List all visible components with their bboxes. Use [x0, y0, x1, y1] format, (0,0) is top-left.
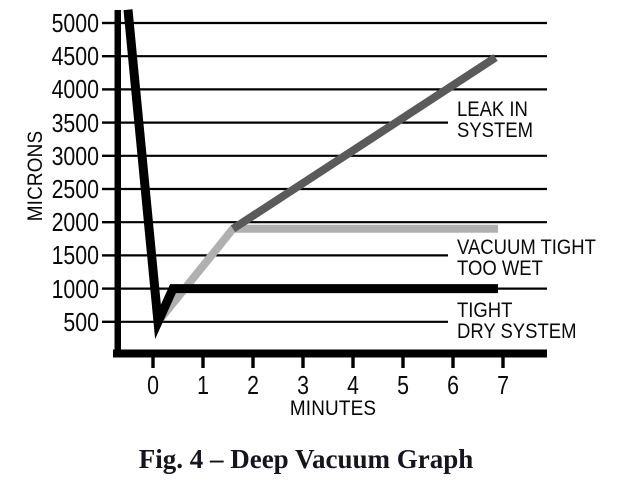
- x-tick-7: [501, 357, 505, 368]
- series-label-line: LEAK IN: [457, 98, 528, 121]
- chart-canvas: [102, 9, 547, 368]
- y-tick-label-4500: 4500: [51, 41, 99, 72]
- figure-caption: Fig. 4 – Deep Vacuum Graph: [138, 444, 474, 474]
- x-axis-line: [113, 349, 547, 358]
- x-tick-label-1: 1: [197, 370, 209, 400]
- y-tick-label-1000: 1000: [51, 273, 99, 304]
- y-tick-label-3500: 3500: [51, 107, 99, 138]
- y-axis-title: MICRONS: [24, 130, 47, 222]
- x-tick-6: [451, 357, 455, 368]
- x-tick-label-5: 5: [397, 370, 409, 400]
- y-tick-4500: [102, 55, 116, 58]
- y-tick-label-3000: 3000: [51, 140, 99, 171]
- series-label-leak-in-system: LEAK IN SYSTEM: [457, 99, 533, 141]
- x-tick-1: [201, 357, 205, 368]
- series-line-tight-dry-system: [123, 9, 498, 340]
- series-line-leak-in-system: [230, 54, 498, 233]
- x-axis-title: MINUTES: [289, 397, 377, 420]
- y-tick-2000: [102, 221, 116, 224]
- y-tick-label-2000: 2000: [51, 207, 99, 238]
- series-label-line: SYSTEM: [457, 119, 533, 142]
- y-tick-500: [102, 320, 116, 323]
- series-label-tight-dry-system: TIGHT DRY SYSTEM: [457, 300, 576, 342]
- series-label-vacuum-tight-too-wet: VACUUM TIGHT TOO WET: [457, 237, 596, 279]
- x-tick-label-6: 6: [447, 370, 459, 400]
- y-tick-2500: [102, 187, 116, 191]
- series-label-line: TOO WET: [457, 257, 543, 280]
- y-tick-5000: [102, 21, 116, 25]
- x-tick-3: [301, 357, 305, 368]
- x-tick-4: [351, 357, 355, 368]
- x-tick-label-7: 7: [497, 370, 509, 400]
- y-tick-3500: [102, 121, 116, 124]
- x-tick-5: [401, 357, 405, 368]
- y-tick-3000: [102, 154, 116, 157]
- series-label-line: DRY SYSTEM: [457, 320, 577, 343]
- x-tick-0: [151, 357, 155, 368]
- x-tick-label-0: 0: [147, 370, 159, 400]
- y-tick-label-5000: 5000: [51, 8, 99, 38]
- y-tick-4000: [102, 88, 116, 91]
- y-tick-1500: [102, 254, 116, 257]
- x-tick-2: [251, 357, 255, 368]
- series-line-vacuum-tight-too-wet: [154, 224, 498, 325]
- y-tick-label-500: 500: [63, 306, 99, 337]
- y-tick-label-2500: 2500: [51, 174, 99, 204]
- x-tick-label-2: 2: [247, 370, 259, 400]
- y-tick-label-1500: 1500: [51, 240, 99, 271]
- series-label-line: TIGHT: [457, 299, 513, 322]
- x-tick-label-3: 3: [297, 370, 309, 400]
- y-axis-line: [114, 10, 121, 358]
- y-tick-1000: [102, 287, 116, 290]
- y-tick-label-4000: 4000: [51, 74, 99, 105]
- x-tick-label-4: 4: [347, 370, 359, 400]
- series-label-line: VACUUM TIGHT: [457, 236, 596, 259]
